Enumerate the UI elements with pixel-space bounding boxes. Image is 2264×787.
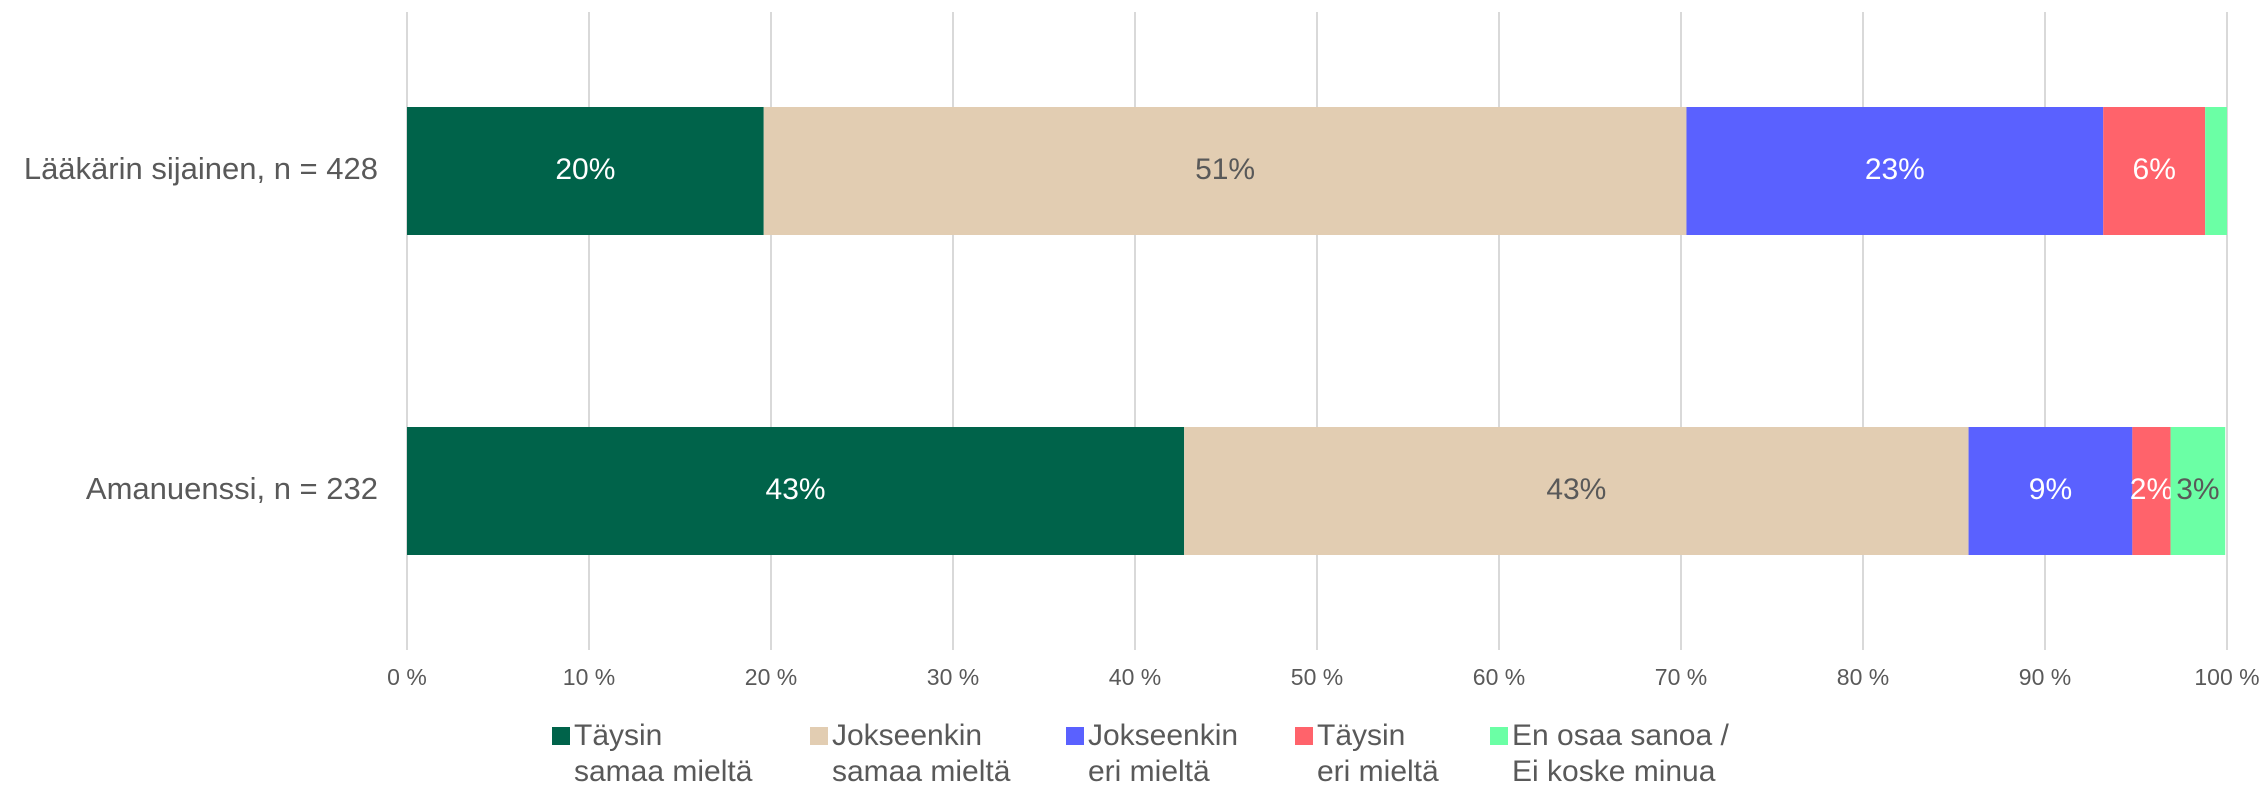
value-label: 9% bbox=[2029, 473, 2072, 506]
x-tick-label: 50 % bbox=[1291, 664, 1343, 690]
value-label: 6% bbox=[2133, 153, 2176, 186]
bar-segment bbox=[2170, 427, 2226, 555]
legend-label: Täysin samaa mieltä bbox=[574, 719, 753, 787]
legend-label: Jokseenkin samaa mieltä bbox=[832, 719, 1011, 787]
x-tick-label: 80 % bbox=[1837, 664, 1889, 690]
legend-label: Täysin eri mieltä bbox=[1317, 719, 1439, 787]
x-tick-label: 40 % bbox=[1109, 664, 1161, 690]
legend-swatch bbox=[552, 727, 570, 745]
legend-item: Täysin samaa mieltä bbox=[552, 718, 752, 787]
x-tick-label: 100 % bbox=[2194, 664, 2259, 690]
value-label: 23% bbox=[1865, 153, 1925, 186]
value-label: 3% bbox=[2176, 473, 2219, 506]
legend-label: Jokseenkin eri mieltä bbox=[1088, 719, 1239, 787]
value-label: 2% bbox=[2130, 473, 2173, 506]
x-tick-label: 90 % bbox=[2019, 664, 2071, 690]
x-tick-label: 20 % bbox=[745, 664, 797, 690]
x-tick-label: 0 % bbox=[387, 664, 427, 690]
category-label: Lääkärin sijainen, n = 428 bbox=[24, 151, 378, 186]
legend-item: Jokseenkin eri mieltä bbox=[1066, 718, 1238, 787]
bar-segment bbox=[1968, 427, 2133, 555]
value-label: 20% bbox=[555, 153, 615, 186]
value-label: 51% bbox=[1195, 153, 1255, 186]
legend-swatch bbox=[810, 727, 828, 745]
bar-segment bbox=[2132, 427, 2171, 555]
bar-segment bbox=[407, 107, 764, 235]
category-label: Amanuenssi, n = 232 bbox=[86, 471, 378, 506]
bar-segment bbox=[1686, 107, 2104, 235]
legend-item: Jokseenkin samaa mieltä bbox=[810, 718, 1010, 787]
x-tick-label: 10 % bbox=[563, 664, 615, 690]
value-label: 43% bbox=[1546, 473, 1606, 506]
x-tick-label: 30 % bbox=[927, 664, 979, 690]
bar-segment bbox=[2103, 107, 2206, 235]
bar-segment bbox=[407, 427, 1185, 555]
bar-segment bbox=[2205, 107, 2227, 235]
value-label: 43% bbox=[766, 473, 826, 506]
bar-segment bbox=[763, 107, 1687, 235]
legend-swatch bbox=[1490, 727, 1508, 745]
legend-item: En osaa sanoa / Ei koske minua bbox=[1490, 718, 1729, 787]
legend-swatch bbox=[1295, 727, 1313, 745]
bar-segment bbox=[1184, 427, 1969, 555]
x-tick-label: 70 % bbox=[1655, 664, 1707, 690]
legend-swatch bbox=[1066, 727, 1084, 745]
x-tick-label: 60 % bbox=[1473, 664, 1525, 690]
legend-label: En osaa sanoa / Ei koske minua bbox=[1512, 719, 1729, 787]
legend-item: Täysin eri mieltä bbox=[1295, 718, 1439, 787]
